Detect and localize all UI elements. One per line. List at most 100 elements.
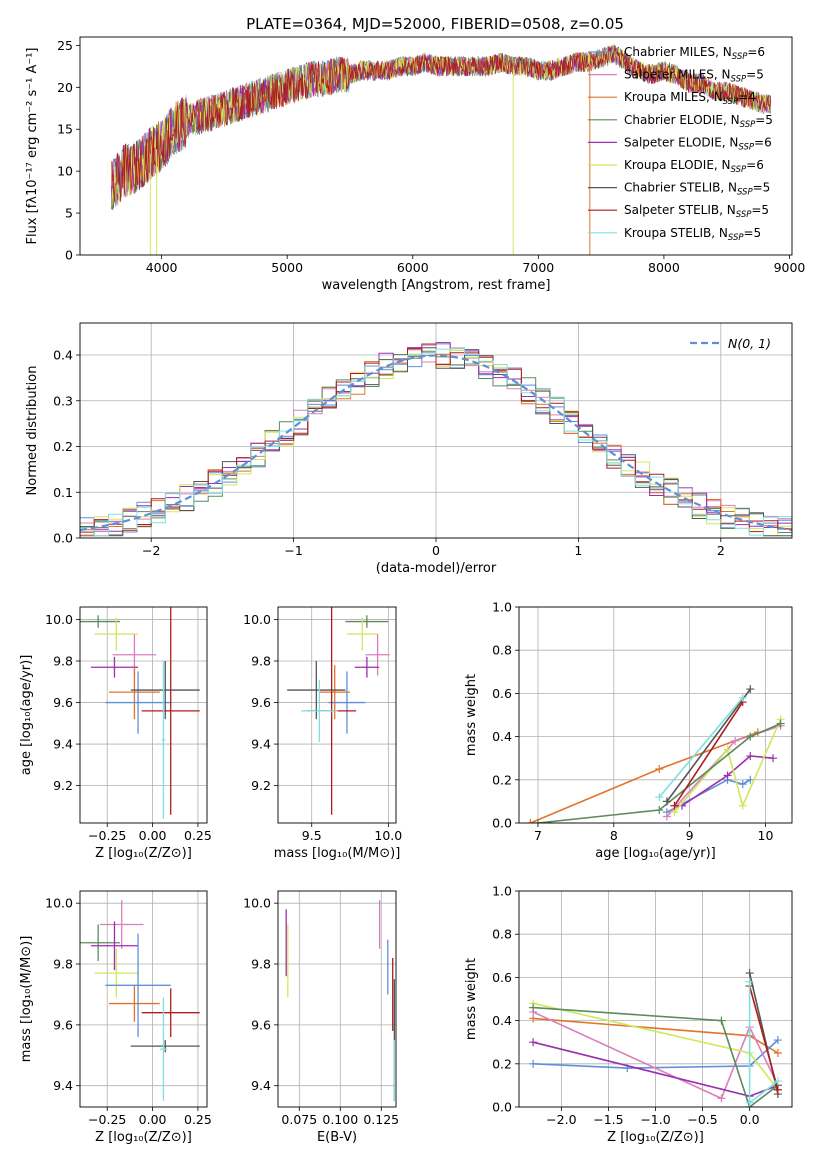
weight-series-line xyxy=(666,688,751,802)
x-tick-label: 9 xyxy=(686,828,694,843)
weight-series-line xyxy=(658,697,744,798)
weight-marker xyxy=(723,771,732,780)
y-tick-label: 9.8 xyxy=(53,957,73,972)
x-tick-label: 8 xyxy=(610,828,618,843)
plot-area xyxy=(80,607,200,819)
x-tick-label: −0.25 xyxy=(88,828,126,843)
x-axis-label: Z [log₁₀(Z/Z⊙)] xyxy=(607,1130,704,1145)
legend-name: Salpeter STELIB, N xyxy=(624,203,736,217)
weight-marker xyxy=(655,765,664,773)
weight-marker xyxy=(746,685,755,694)
legend-label: Salpeter MILES, NSSP=5 xyxy=(624,68,764,85)
y-tick-label: 0.4 xyxy=(492,729,512,744)
x-tick-label: 10 xyxy=(758,828,774,843)
y-tick-label: 9.6 xyxy=(53,1017,73,1032)
plot-area xyxy=(526,685,785,823)
legend-value: =5 xyxy=(746,68,764,82)
legend-label: Kroupa MILES, NSSP=4 xyxy=(624,90,756,107)
age-vs-mass-panel: 9.5 10.0 9.2 9.4 9.6 9.8 10.0 mass [log₁₀(M/M⊙)… xyxy=(243,606,402,861)
y-axis-label: Normed distribution xyxy=(25,366,40,496)
y-tick-label: 0.6 xyxy=(492,686,512,701)
x-axis-label: age [log₁₀(age/yr)] xyxy=(595,846,716,861)
x-tick-label: 6000 xyxy=(397,260,429,275)
weight-marker xyxy=(529,1038,538,1047)
x-tick-label: 1 xyxy=(574,543,582,558)
plot-area xyxy=(285,900,396,1101)
age-vs-metallicity-panel: −0.25 0.00 0.25 9.2 9.4 9.6 9.8 10.0 Z [log₁₀(Z/… xyxy=(19,606,212,861)
weight-marker xyxy=(526,819,535,823)
y-axis-label: mass weight xyxy=(464,958,479,1040)
weight-marker xyxy=(655,806,664,815)
normal-curve xyxy=(80,354,792,532)
histogram-step-line xyxy=(80,342,792,537)
y-tick-label: 0.1 xyxy=(53,485,73,500)
legend-label: Chabrier ELODIE, NSSP=5 xyxy=(624,113,773,130)
legend-subscript: SSP xyxy=(728,233,744,243)
weight-marker xyxy=(776,719,785,728)
x-tick-label: −1.0 xyxy=(640,1112,670,1127)
x-tick-label: 0.00 xyxy=(139,1112,167,1127)
y-tick-label: 0.8 xyxy=(492,927,512,942)
weight-series-line xyxy=(533,1006,779,1107)
weight-marker xyxy=(746,752,755,761)
x-tick-label: 2 xyxy=(717,543,725,558)
x-tick-label: 9000 xyxy=(774,260,806,275)
y-axis-label: mass weight xyxy=(464,674,479,756)
legend-subscript: SSP xyxy=(737,188,753,198)
x-tick-label: 0.25 xyxy=(184,1112,212,1127)
spectrum-panel: 4000 5000 6000 7000 8000 9000 0 5 10 15 20 25 wavele… xyxy=(25,36,806,293)
x-tick-label: 0.00 xyxy=(139,828,167,843)
y-tick-label: 9.4 xyxy=(53,737,73,752)
axes-frame xyxy=(518,890,793,1108)
weight-vs-metallicity-panel: −2.0 −1.5 −1.0 −0.5 0.0 0.0 0.2 0.4 0.6 0.8 1.0 Z [… xyxy=(464,884,793,1145)
x-tick-label: 9.5 xyxy=(302,828,322,843)
y-tick-label: 0.0 xyxy=(53,531,73,546)
y-tick-label: 0.8 xyxy=(492,643,512,658)
axes-frame xyxy=(79,36,793,256)
mass-vs-metallicity-panel: −0.25 0.00 0.25 9.4 9.6 9.8 10.0 Z [log₁₀(Z/Z⊙)… xyxy=(19,890,212,1145)
y-tick-label: 0.0 xyxy=(492,816,512,831)
weight-marker xyxy=(533,819,542,823)
plot-area xyxy=(287,607,390,815)
weight-marker xyxy=(745,1098,754,1107)
weight-marker xyxy=(746,732,755,741)
y-tick-label: 0.4 xyxy=(53,348,73,363)
x-tick-label: 7000 xyxy=(522,260,554,275)
legend-label: Kroupa ELODIE, NSSP=6 xyxy=(624,158,764,175)
legend-value: =5 xyxy=(751,203,769,217)
y-axis-label: Flux [fλ10⁻¹⁷ erg cm⁻² s⁻¹ A⁻¹] xyxy=(25,48,40,245)
legend-subscript: SSP xyxy=(723,97,739,107)
y-tick-label: 15 xyxy=(57,122,73,137)
axes-frame xyxy=(518,606,793,824)
legend-name: Kroupa STELIB, N xyxy=(624,226,728,240)
weight-marker xyxy=(723,745,732,754)
weight-marker xyxy=(773,1049,782,1057)
x-tick-label: −2.0 xyxy=(546,1112,576,1127)
legend-value: =5 xyxy=(753,181,771,195)
spectrum-series-line xyxy=(111,44,772,207)
weight-marker xyxy=(738,780,747,789)
x-tick-label: 0.0 xyxy=(740,1112,760,1127)
y-tick-label: 0 xyxy=(65,248,73,263)
axes-frame xyxy=(277,890,397,1108)
weight-series-line xyxy=(673,718,782,813)
legend-subscript: SSP xyxy=(736,210,752,220)
y-tick-label: 0.2 xyxy=(492,1056,512,1071)
plot-area xyxy=(111,44,772,255)
y-tick-label: 10.0 xyxy=(243,612,271,627)
legend-subscript: SSP xyxy=(732,52,748,62)
legend-name: Salpeter ELODIE, N xyxy=(624,135,738,149)
y-tick-label: 9.6 xyxy=(251,695,271,710)
histogram-step-line xyxy=(80,347,792,537)
x-tick-label: −0.25 xyxy=(88,1112,126,1127)
y-tick-label: 25 xyxy=(57,38,73,53)
legend-label: N(0, 1) xyxy=(728,336,771,351)
legend-name: Chabrier ELODIE, N xyxy=(624,113,740,127)
y-tick-label: 0.6 xyxy=(492,970,512,985)
residuals-panel: −2 −1 0 1 2 0.0 0.1 0.2 0.3 0.4 (data-model)/error… xyxy=(25,322,793,576)
weight-marker xyxy=(731,736,740,745)
y-tick-label: 0.2 xyxy=(53,439,73,454)
legend-name: Kroupa ELODIE, N xyxy=(624,158,731,172)
histogram-step-line xyxy=(80,348,792,533)
legend-value: =4 xyxy=(738,90,756,104)
